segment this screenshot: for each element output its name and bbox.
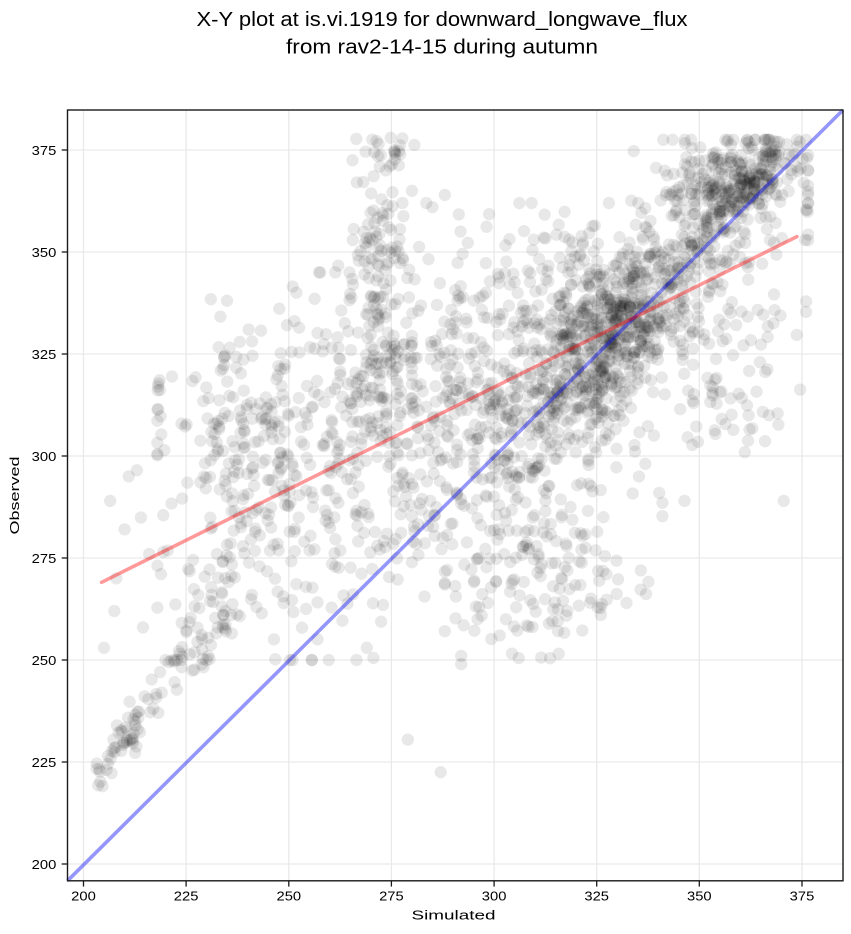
svg-text:Simulated: Simulated [412,907,496,922]
svg-text:350: 350 [32,245,57,260]
svg-text:300: 300 [482,889,507,904]
svg-text:325: 325 [32,347,57,362]
svg-text:375: 375 [790,889,815,904]
svg-text:200: 200 [32,857,57,872]
svg-text:250: 250 [32,653,57,668]
svg-text:from rav2-14-15 during autumn: from rav2-14-15 during autumn [286,37,598,59]
svg-text:Observed: Observed [7,457,22,535]
svg-text:325: 325 [584,889,609,904]
svg-text:275: 275 [32,551,57,566]
svg-text:350: 350 [687,889,712,904]
svg-text:225: 225 [174,889,199,904]
svg-text:225: 225 [32,755,57,770]
svg-text:200: 200 [71,889,96,904]
svg-text:250: 250 [277,889,302,904]
svg-text:300: 300 [32,449,57,464]
svg-text:275: 275 [379,889,404,904]
svg-text:375: 375 [32,143,57,158]
svg-text:X-Y plot at is.vi.1919 for dow: X-Y plot at is.vi.1919 for downward_long… [197,9,688,31]
